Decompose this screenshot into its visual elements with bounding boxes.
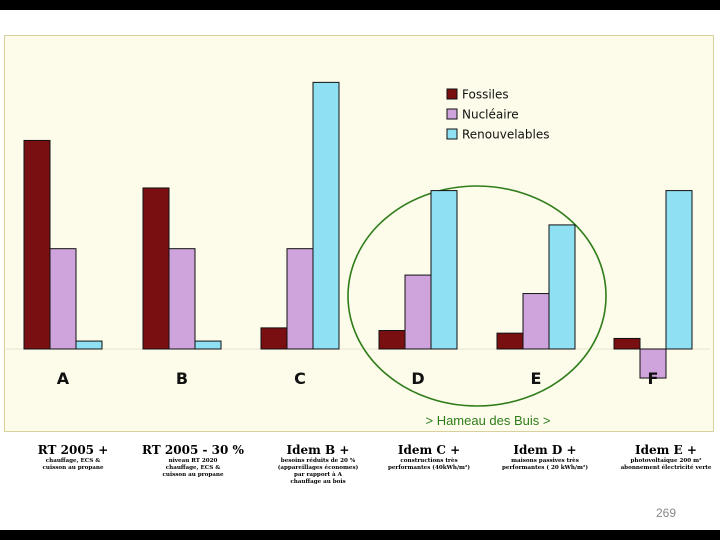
scenario-caption: Idem B + besoins réduits de 20 % (apparei…: [258, 443, 378, 486]
scenario-caption-title: RT 2005 +: [37, 443, 109, 457]
bar-B-nucléaire: [168, 248, 196, 350]
category-label-E: E: [531, 369, 542, 388]
chart-panel: [4, 35, 714, 432]
legend: Fossiles Nucléaire Renouvelables: [446, 88, 550, 142]
scenario-caption-detail: constructions très performantes (40kWh/m…: [387, 458, 471, 471]
scenario-caption-detail: besoins réduits de 20 % (appareillages é…: [277, 458, 359, 485]
bar-E-fossiles: [496, 332, 524, 350]
scenario-caption-title: Idem E +: [635, 443, 697, 457]
page-number: 269: [655, 506, 676, 520]
category-label-A: A: [57, 369, 70, 388]
bar-F-renouvelables: [665, 190, 693, 350]
category-label-B: B: [176, 369, 188, 388]
bar-A-nucléaire: [49, 248, 77, 350]
bar-D-nucléaire: [404, 274, 432, 350]
bar-B-renouvelables: [194, 340, 222, 350]
bar-F-nucléaire: [639, 348, 667, 379]
bar-E-renouvelables: [548, 224, 576, 350]
scenario-caption-title: RT 2005 - 30 %: [142, 443, 244, 457]
bar-C-nucléaire: [286, 248, 314, 350]
scenario-caption-title: Idem C +: [397, 443, 461, 457]
scenario-caption: RT 2005 - 30 % niveau RT 2020 chauffage, …: [133, 443, 253, 479]
hameau-circle: [347, 185, 607, 407]
scenario-caption: RT 2005 + chauffage, ECS & cuisson au pro…: [13, 443, 133, 472]
bar-A-renouvelables: [75, 340, 103, 350]
category-label-F: F: [648, 369, 659, 388]
legend-swatch-renouvelables: [446, 128, 458, 140]
scenario-caption: Idem C + constructions très performantes …: [369, 443, 489, 472]
bar-D-fossiles: [378, 330, 406, 350]
scenario-caption-title: Idem D +: [513, 443, 577, 457]
hameau-label: > Hameau des Buis >: [425, 413, 550, 428]
bar-D-renouvelables: [430, 190, 458, 350]
category-label-D: D: [411, 369, 424, 388]
bar-E-nucléaire: [522, 293, 550, 350]
scenario-caption-detail: chauffage, ECS & cuisson au propane: [42, 458, 104, 471]
category-labels: A B C D E F: [57, 369, 659, 388]
scenario-caption-title: Idem B +: [286, 443, 350, 457]
scenario-caption: Idem D + maisons passives très performant…: [485, 443, 605, 472]
legend-label-renouvelables: Renouvelables: [462, 128, 550, 142]
scenario-caption-detail: photovoltaïque 200 m² abonnement électri…: [620, 458, 712, 471]
bar-A-fossiles: [23, 139, 51, 350]
legend-swatch-fossiles: [446, 88, 458, 100]
scenario-caption-detail: niveau RT 2020 chauffage, ECS & cuisson …: [162, 458, 224, 478]
bar-B-fossiles: [142, 187, 170, 350]
scenario-caption: Idem E + photovoltaïque 200 m² abonnement…: [606, 443, 720, 472]
bar-C-renouvelables: [312, 81, 340, 350]
bar-F-fossiles: [613, 337, 641, 350]
bar-C-fossiles: [260, 327, 288, 350]
legend-label-fossiles: Fossiles: [462, 88, 509, 102]
legend-swatch-nucléaire: [446, 108, 458, 120]
category-label-C: C: [294, 369, 306, 388]
scenario-caption-detail: maisons passives très performantes ( 20 …: [502, 458, 588, 471]
legend-label-nucléaire: Nucléaire: [462, 108, 519, 122]
bars: [23, 81, 693, 379]
